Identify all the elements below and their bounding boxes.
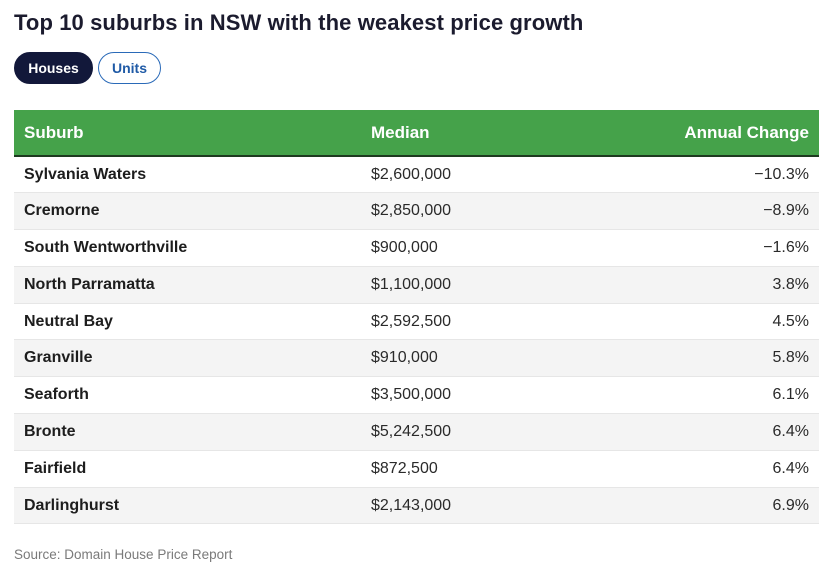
cell-suburb: South Wentworthville bbox=[14, 229, 361, 267]
table-header: Suburb Median Annual Change bbox=[14, 110, 819, 157]
cell-median: $900,000 bbox=[361, 229, 611, 267]
cell-annual-change: 5.8% bbox=[611, 339, 819, 378]
cell-median: $2,600,000 bbox=[361, 156, 611, 194]
cell-median: $2,143,000 bbox=[361, 487, 611, 525]
cell-annual-change: 3.8% bbox=[611, 266, 819, 304]
cell-suburb: Granville bbox=[14, 339, 361, 378]
cell-suburb: Darlinghurst bbox=[14, 487, 361, 525]
cell-suburb: Sylvania Waters bbox=[14, 156, 361, 194]
tab-houses[interactable]: Houses bbox=[14, 52, 93, 84]
cell-annual-change: 6.1% bbox=[611, 376, 819, 415]
column-header-annual-change[interactable]: Annual Change bbox=[611, 110, 819, 157]
table-row: Darlinghurst $2,143,000 6.9% bbox=[14, 487, 819, 525]
table-row: Sylvania Waters $2,600,000 −10.3% bbox=[14, 156, 819, 194]
cell-annual-change: 6.9% bbox=[611, 487, 819, 525]
cell-annual-change: 6.4% bbox=[611, 450, 819, 488]
cell-median: $872,500 bbox=[361, 450, 611, 488]
price-growth-table: Suburb Median Annual Change Sylvania Wat… bbox=[14, 110, 819, 525]
table-row: Neutral Bay $2,592,500 4.5% bbox=[14, 303, 819, 341]
cell-suburb: Neutral Bay bbox=[14, 303, 361, 341]
cell-median: $2,592,500 bbox=[361, 303, 611, 341]
table-row: Fairfield $872,500 6.4% bbox=[14, 450, 819, 488]
cell-suburb: Seaforth bbox=[14, 376, 361, 415]
column-header-median[interactable]: Median bbox=[361, 110, 611, 157]
table-header-row: Suburb Median Annual Change bbox=[14, 110, 819, 157]
cell-suburb: Fairfield bbox=[14, 450, 361, 488]
table-row: Cremorne $2,850,000 −8.9% bbox=[14, 192, 819, 231]
cell-annual-change: −8.9% bbox=[611, 192, 819, 231]
cell-suburb: North Parramatta bbox=[14, 266, 361, 304]
cell-annual-change: −1.6% bbox=[611, 229, 819, 267]
table-row: North Parramatta $1,100,000 3.8% bbox=[14, 266, 819, 304]
column-header-suburb[interactable]: Suburb bbox=[14, 110, 361, 157]
cell-suburb: Cremorne bbox=[14, 192, 361, 231]
cell-annual-change: 4.5% bbox=[611, 303, 819, 341]
table-body: Sylvania Waters $2,600,000 −10.3% Cremorne $… bbox=[14, 156, 819, 525]
tab-units[interactable]: Units bbox=[98, 52, 161, 84]
cell-suburb: Bronte bbox=[14, 413, 361, 451]
property-type-tabs: Houses Units bbox=[14, 52, 161, 84]
table-row: Seaforth $3,500,000 6.1% bbox=[14, 376, 819, 415]
cell-median: $1,100,000 bbox=[361, 266, 611, 304]
cell-annual-change: −10.3% bbox=[611, 156, 819, 194]
table-row: Bronte $5,242,500 6.4% bbox=[14, 413, 819, 451]
cell-median: $910,000 bbox=[361, 339, 611, 378]
cell-median: $3,500,000 bbox=[361, 376, 611, 415]
table-row: South Wentworthville $900,000 −1.6% bbox=[14, 229, 819, 267]
table-row: Granville $910,000 5.8% bbox=[14, 339, 819, 378]
cell-median: $5,242,500 bbox=[361, 413, 611, 451]
cell-annual-change: 6.4% bbox=[611, 413, 819, 451]
source-note: Source: Domain House Price Report bbox=[14, 547, 233, 562]
page-title: Top 10 suburbs in NSW with the weakest p… bbox=[14, 10, 584, 35]
cell-median: $2,850,000 bbox=[361, 192, 611, 231]
